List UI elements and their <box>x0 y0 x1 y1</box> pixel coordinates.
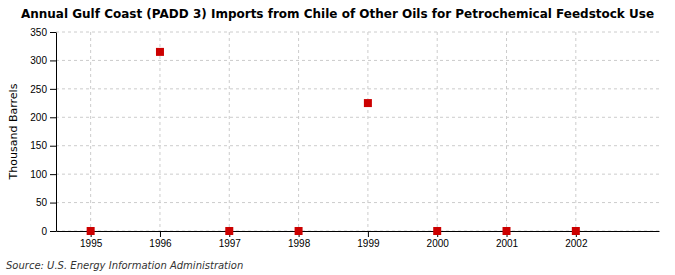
x-tick-label: 1997 <box>219 238 242 249</box>
y-grid-line <box>56 174 659 175</box>
markers <box>87 48 580 235</box>
x-grid-line <box>229 32 230 231</box>
y-tick-label: 200 <box>30 112 47 123</box>
x-tick: 1996 <box>149 231 172 249</box>
y-tick-mark <box>50 117 56 118</box>
y-tick-label: 300 <box>30 55 47 66</box>
grid <box>56 32 659 231</box>
x-axis: 1995 1996 1997 1998 1999 2000 2001 2002 <box>57 231 660 249</box>
y-tick-mark <box>50 203 56 204</box>
y-tick: 150 <box>30 140 56 151</box>
y-tick-label: 100 <box>30 169 47 180</box>
x-grid-line <box>298 32 299 231</box>
x-axis-line <box>57 231 660 232</box>
x-tick: 1999 <box>357 231 380 249</box>
y-grid-line <box>56 88 659 89</box>
x-tick-label: 1999 <box>357 238 380 249</box>
y-tick: 300 <box>30 55 56 66</box>
x-tick-label: 2000 <box>427 238 450 249</box>
marker <box>295 227 303 235</box>
x-tick-label: 1998 <box>288 238 311 249</box>
y-grid-line <box>56 231 659 232</box>
y-tick-label: 0 <box>41 226 47 237</box>
x-tick-label: 1995 <box>80 238 103 249</box>
x-grid-line <box>506 32 507 231</box>
y-grid-line <box>56 145 659 146</box>
y-axis: 0 50 100 150 200 250 300 350 <box>30 27 56 237</box>
y-grid-line <box>56 32 659 33</box>
marker <box>225 227 233 235</box>
y-tick-mark <box>50 146 56 147</box>
y-tick-mark <box>50 89 56 90</box>
x-tick-mark <box>160 231 161 237</box>
y-axis-title: Thousand Barrels <box>7 83 20 180</box>
title: Annual Gulf Coast (PADD 3) Imports from … <box>21 7 654 21</box>
y-axis-line <box>56 33 57 232</box>
marker <box>156 48 164 56</box>
chart: 1995 1996 1997 1998 1999 2000 2001 2002 0 50 100 15… <box>0 0 675 275</box>
y-tick: 100 <box>30 169 56 180</box>
y-tick-label: 150 <box>30 140 47 151</box>
y-grid-line <box>56 117 659 118</box>
y-grid-line <box>56 60 659 61</box>
y-tick-label: 250 <box>30 84 47 95</box>
y-grid-line <box>56 202 659 203</box>
marker <box>433 227 441 235</box>
x-grid-line <box>90 32 91 231</box>
marker <box>87 227 95 235</box>
x-grid-line <box>575 32 576 231</box>
y-tick: 50 <box>36 197 56 208</box>
y-tick: 250 <box>30 84 56 95</box>
marker <box>503 227 511 235</box>
x-tick-mark <box>368 231 369 237</box>
plot-area: 1995 1996 1997 1998 1999 2000 2001 2002 0 50 100 15… <box>30 27 659 249</box>
marker <box>572 227 580 235</box>
y-tick-mark <box>50 231 56 232</box>
y-tick-label: 50 <box>36 197 48 208</box>
marker <box>364 99 372 107</box>
x-tick-label: 2002 <box>565 238 588 249</box>
source-note: Source: U.S. Energy Information Administ… <box>6 260 243 271</box>
y-tick-label: 350 <box>30 27 47 38</box>
x-grid-line <box>159 32 160 231</box>
y-tick-mark <box>50 32 56 33</box>
y-tick: 0 <box>41 226 56 237</box>
x-grid-line <box>437 32 438 231</box>
y-tick-mark <box>50 174 56 175</box>
y-tick-mark <box>50 60 56 61</box>
x-tick-label: 1996 <box>149 238 172 249</box>
y-tick: 200 <box>30 112 56 123</box>
y-tick: 350 <box>30 27 56 38</box>
x-tick-label: 2001 <box>496 238 519 249</box>
x-grid-line <box>367 32 368 231</box>
